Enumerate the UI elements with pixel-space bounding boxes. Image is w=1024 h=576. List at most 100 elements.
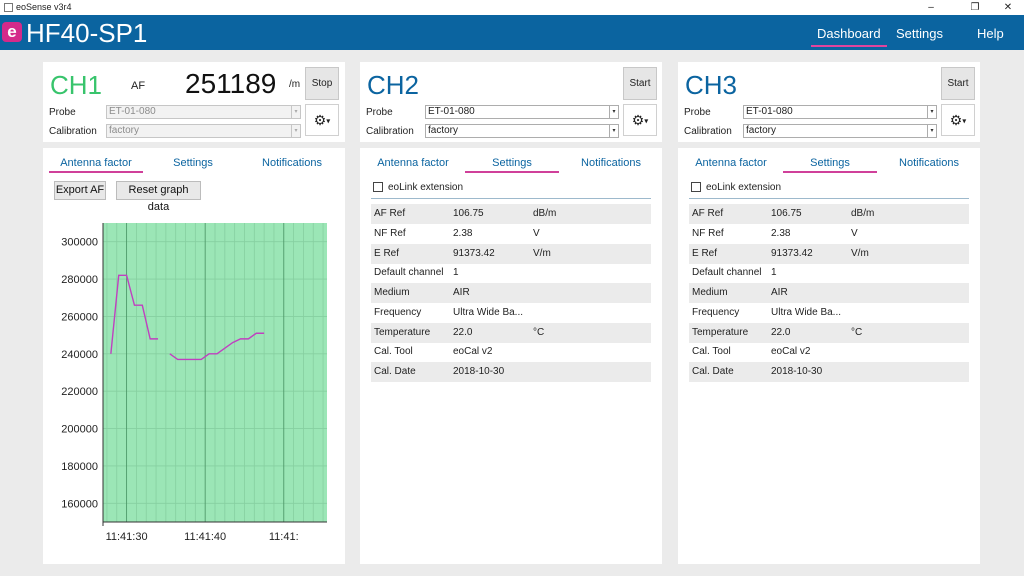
close-button[interactable]: ✕ bbox=[1003, 2, 1013, 13]
settings-unit: dB/m bbox=[851, 208, 875, 219]
ch3-probe-value: ET-01-080 bbox=[746, 106, 793, 117]
ch1-probe-value: ET-01-080 bbox=[109, 106, 156, 117]
settings-value: Ultra Wide Ba... bbox=[771, 306, 842, 318]
settings-unit: V/m bbox=[533, 247, 551, 259]
ch1-title: CH1 bbox=[50, 70, 103, 100]
ch3-calibration-value: factory bbox=[746, 125, 777, 136]
ch2-title: CH2 bbox=[367, 70, 420, 100]
y-tick-label: 180000 bbox=[61, 461, 98, 473]
settings-key: Cal. Tool bbox=[374, 346, 413, 358]
ch3-calibration-select[interactable]: factory ▾ bbox=[743, 124, 937, 138]
settings-unit: °C bbox=[851, 326, 863, 338]
ch1-calibration-select[interactable]: factory ▾ bbox=[106, 124, 301, 138]
settings-row: Cal. Date 2018-10-30 bbox=[689, 362, 969, 382]
ch1-gear-menu-button[interactable]: ⚙▾ bbox=[305, 104, 339, 136]
ch2-tab-antenna-factor[interactable]: Antenna factor bbox=[377, 157, 449, 169]
divider bbox=[689, 198, 969, 199]
ch3-tab-notifications[interactable]: Notifications bbox=[899, 157, 959, 169]
window-title: eoSense v3r4 bbox=[16, 2, 72, 12]
settings-value: 2018-10-30 bbox=[771, 366, 823, 377]
settings-row: AF Ref 106.75 dB/m bbox=[689, 204, 969, 224]
x-tick-label: 11:41:30 bbox=[106, 531, 148, 543]
series-line bbox=[110, 274, 159, 354]
settings-key: Cal. Date bbox=[374, 366, 416, 377]
ch2-control-panel: CH2 Start Probe ET-01-080 ▾ Calibration … bbox=[360, 62, 662, 142]
ch1-probe-label: Probe bbox=[49, 107, 76, 118]
ch2-active-tab-indicator bbox=[465, 171, 559, 173]
ch3-eolink-checkbox[interactable] bbox=[691, 182, 701, 192]
ch1-stop-button[interactable]: Stop bbox=[305, 67, 339, 100]
chevron-down-icon: ▾ bbox=[291, 125, 300, 137]
minimize-button[interactable]: – bbox=[928, 2, 934, 13]
settings-key: NF Ref bbox=[692, 227, 724, 239]
ch2-probe-select[interactable]: ET-01-080 ▾ bbox=[425, 105, 619, 119]
settings-value: eoCal v2 bbox=[453, 346, 493, 358]
ch3-probe-label: Probe bbox=[684, 107, 711, 118]
settings-key: Cal. Tool bbox=[692, 346, 731, 358]
settings-key: AF Ref bbox=[692, 208, 724, 219]
nav-help[interactable]: Help bbox=[977, 26, 1004, 41]
settings-key: NF Ref bbox=[374, 227, 406, 239]
app-window-icon bbox=[4, 3, 13, 12]
reset-graph-button[interactable]: Reset graph data bbox=[116, 181, 201, 213]
maximize-button[interactable]: ❐ bbox=[970, 2, 980, 13]
nav-settings[interactable]: Settings bbox=[896, 26, 943, 41]
ch1-probe-select[interactable]: ET-01-080 ▾ bbox=[106, 105, 301, 119]
ch1-control-panel: CH1 AF 251189 /m Stop Probe ET-01-080 ▾ … bbox=[43, 62, 345, 142]
ch2-tab-notifications[interactable]: Notifications bbox=[581, 157, 641, 169]
ch1-calibration-value: factory bbox=[109, 125, 140, 136]
settings-unit: V bbox=[533, 227, 540, 239]
ch3-start-button[interactable]: Start bbox=[941, 67, 975, 100]
ch2-eolink-checkbox[interactable] bbox=[373, 182, 383, 192]
export-af-button[interactable]: Export AF bbox=[54, 181, 106, 200]
settings-value: 22.0 bbox=[453, 326, 473, 338]
settings-key: Temperature bbox=[692, 326, 749, 338]
settings-value: 22.0 bbox=[771, 326, 791, 338]
ch2-calibration-select[interactable]: factory ▾ bbox=[425, 124, 619, 138]
settings-row: AF Ref 106.75 dB/m bbox=[371, 204, 651, 224]
y-tick-label: 220000 bbox=[61, 386, 98, 398]
y-tick-label: 300000 bbox=[61, 237, 98, 249]
settings-row: Cal. Date 2018-10-30 bbox=[371, 362, 651, 382]
ch1-af-label: AF bbox=[131, 80, 146, 92]
antenna-factor-chart: 160000 180000 200000 220000 240000 260000 2800… bbox=[61, 223, 327, 543]
ch2-tab-settings[interactable]: Settings bbox=[492, 157, 532, 169]
settings-value: 106.75 bbox=[453, 208, 484, 219]
ch3-gear-menu-button[interactable]: ⚙▾ bbox=[941, 104, 975, 136]
caret-down-icon: ▾ bbox=[326, 116, 331, 126]
ch1-af-value: 251189 bbox=[185, 68, 277, 99]
chevron-down-icon: ▾ bbox=[609, 125, 618, 137]
settings-key: AF Ref bbox=[374, 208, 406, 219]
ch2-calibration-value: factory bbox=[428, 125, 459, 136]
ch2-eolink-label: eoLink extension bbox=[388, 182, 464, 193]
settings-key: Frequency bbox=[692, 306, 740, 318]
settings-key: E Ref bbox=[692, 247, 718, 259]
settings-row: E Ref 91373.42 V/m bbox=[371, 243, 651, 264]
nav-dashboard[interactable]: Dashboard bbox=[811, 26, 887, 47]
settings-value: AIR bbox=[771, 287, 788, 298]
ch1-tab-settings[interactable]: Settings bbox=[173, 157, 213, 169]
settings-unit: V/m bbox=[851, 247, 869, 259]
ch2-start-button[interactable]: Start bbox=[623, 67, 657, 100]
settings-row: NF Ref 2.38 V bbox=[689, 224, 969, 244]
settings-value: 91373.42 bbox=[453, 247, 495, 259]
ch3-content-panel: Antenna factor Settings Notifications eo… bbox=[678, 148, 980, 564]
ch3-tab-antenna-factor[interactable]: Antenna factor bbox=[695, 157, 767, 169]
x-tick-label: 11:41: bbox=[269, 531, 299, 543]
settings-key: Temperature bbox=[374, 326, 431, 338]
ch1-tab-notifications[interactable]: Notifications bbox=[262, 157, 322, 169]
x-tick-label: 11:41:40 bbox=[184, 531, 226, 543]
ch3-probe-select[interactable]: ET-01-080 ▾ bbox=[743, 105, 937, 119]
settings-row: E Ref 91373.42 V/m bbox=[689, 243, 969, 264]
ch3-eolink-label: eoLink extension bbox=[706, 182, 782, 193]
settings-key: Default channel bbox=[374, 267, 444, 279]
brand-logo: e bbox=[2, 22, 22, 42]
settings-value: eoCal v2 bbox=[771, 346, 811, 358]
ch3-active-tab-indicator bbox=[783, 171, 877, 173]
settings-row: Medium AIR bbox=[689, 283, 969, 303]
ch3-tab-settings[interactable]: Settings bbox=[810, 157, 850, 169]
gear-icon: ⚙ bbox=[313, 112, 327, 128]
ch1-tab-antenna-factor[interactable]: Antenna factor bbox=[60, 157, 132, 169]
ch2-gear-menu-button[interactable]: ⚙▾ bbox=[623, 104, 657, 136]
settings-key: Frequency bbox=[374, 306, 422, 318]
